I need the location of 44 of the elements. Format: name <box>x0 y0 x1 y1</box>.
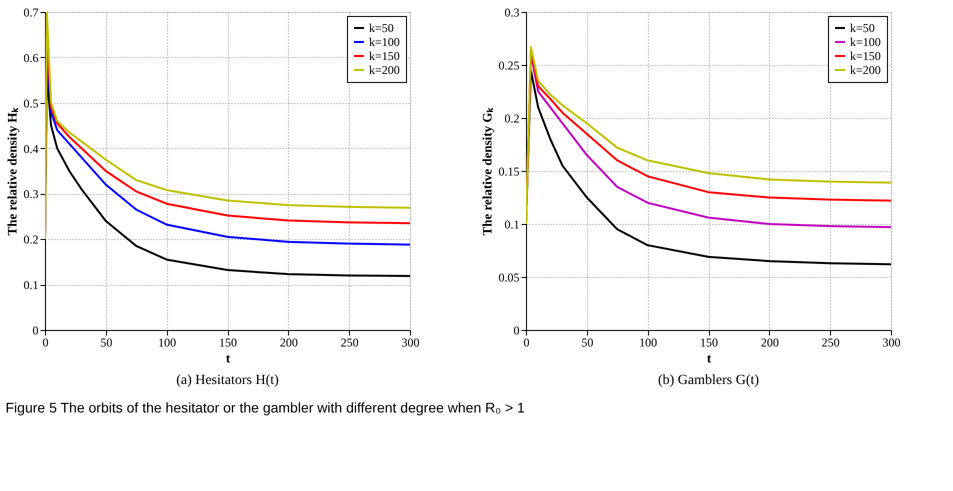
y-tick-label: 0.25 <box>498 58 520 72</box>
y-tick-label: 0.05 <box>498 270 520 284</box>
x-tick-label: 150 <box>219 336 237 350</box>
y-tick-label: 0.5 <box>24 96 38 110</box>
x-tick-label: 100 <box>158 336 176 350</box>
x-axis-title: t <box>226 350 231 366</box>
text: (a) Hesitators H(t) <box>176 373 280 388</box>
y-tick-label: 0.4 <box>24 142 38 156</box>
legend-label: k=200 <box>369 63 400 77</box>
text: (b) Gamblers G(t) <box>658 373 760 388</box>
caption: Figure 5 The orbits of the hesitator or the gambler with different degree when R₀ > 1 <box>6 400 526 416</box>
legend-label: k=50 <box>850 21 875 35</box>
legend-label: k=100 <box>850 35 881 49</box>
y-tick-label: 0.3 <box>504 6 520 20</box>
x-tick-label: 50 <box>100 336 112 350</box>
y-tick-label: 0.2 <box>504 112 520 126</box>
y-tick-label: 0.3 <box>24 187 38 202</box>
x-tick-label: 0 <box>524 336 530 350</box>
x-tick-label: 250 <box>340 336 359 350</box>
y-tick-label: 0.1 <box>504 218 520 232</box>
x-tick-label: 200 <box>760 336 779 350</box>
legend-label: k=200 <box>850 63 881 77</box>
x-tick-label: 200 <box>280 336 298 350</box>
legend-label: k=50 <box>369 21 394 35</box>
x-tick-label: 0 <box>42 336 48 350</box>
y-tick-label: 0.1 <box>24 278 38 292</box>
y-tick-label: 0 <box>514 324 520 338</box>
x-tick-label: 50 <box>581 336 594 350</box>
x-tick-label: 100 <box>639 336 658 350</box>
x-tick-label: 300 <box>882 336 900 350</box>
x-tick-label: 300 <box>402 336 420 350</box>
x-tick-label: 150 <box>700 336 718 350</box>
legend-label: k=150 <box>369 49 400 63</box>
legend-label: k=150 <box>850 49 881 63</box>
y-axis-title: The relative density Hₖ <box>4 108 20 236</box>
x-tick-label: 250 <box>822 336 840 350</box>
y-axis-title: The relative density Gₖ <box>480 108 494 236</box>
y-tick-label: 0.2 <box>24 232 38 247</box>
x-axis-title: t <box>706 350 712 366</box>
y-tick-label: 0.7 <box>24 6 38 20</box>
y-tick-label: 0.15 <box>498 164 520 178</box>
y-tick-label: 0.6 <box>24 50 38 65</box>
y-tick-label: 0 <box>32 324 38 338</box>
legend-label: k=100 <box>369 35 400 49</box>
